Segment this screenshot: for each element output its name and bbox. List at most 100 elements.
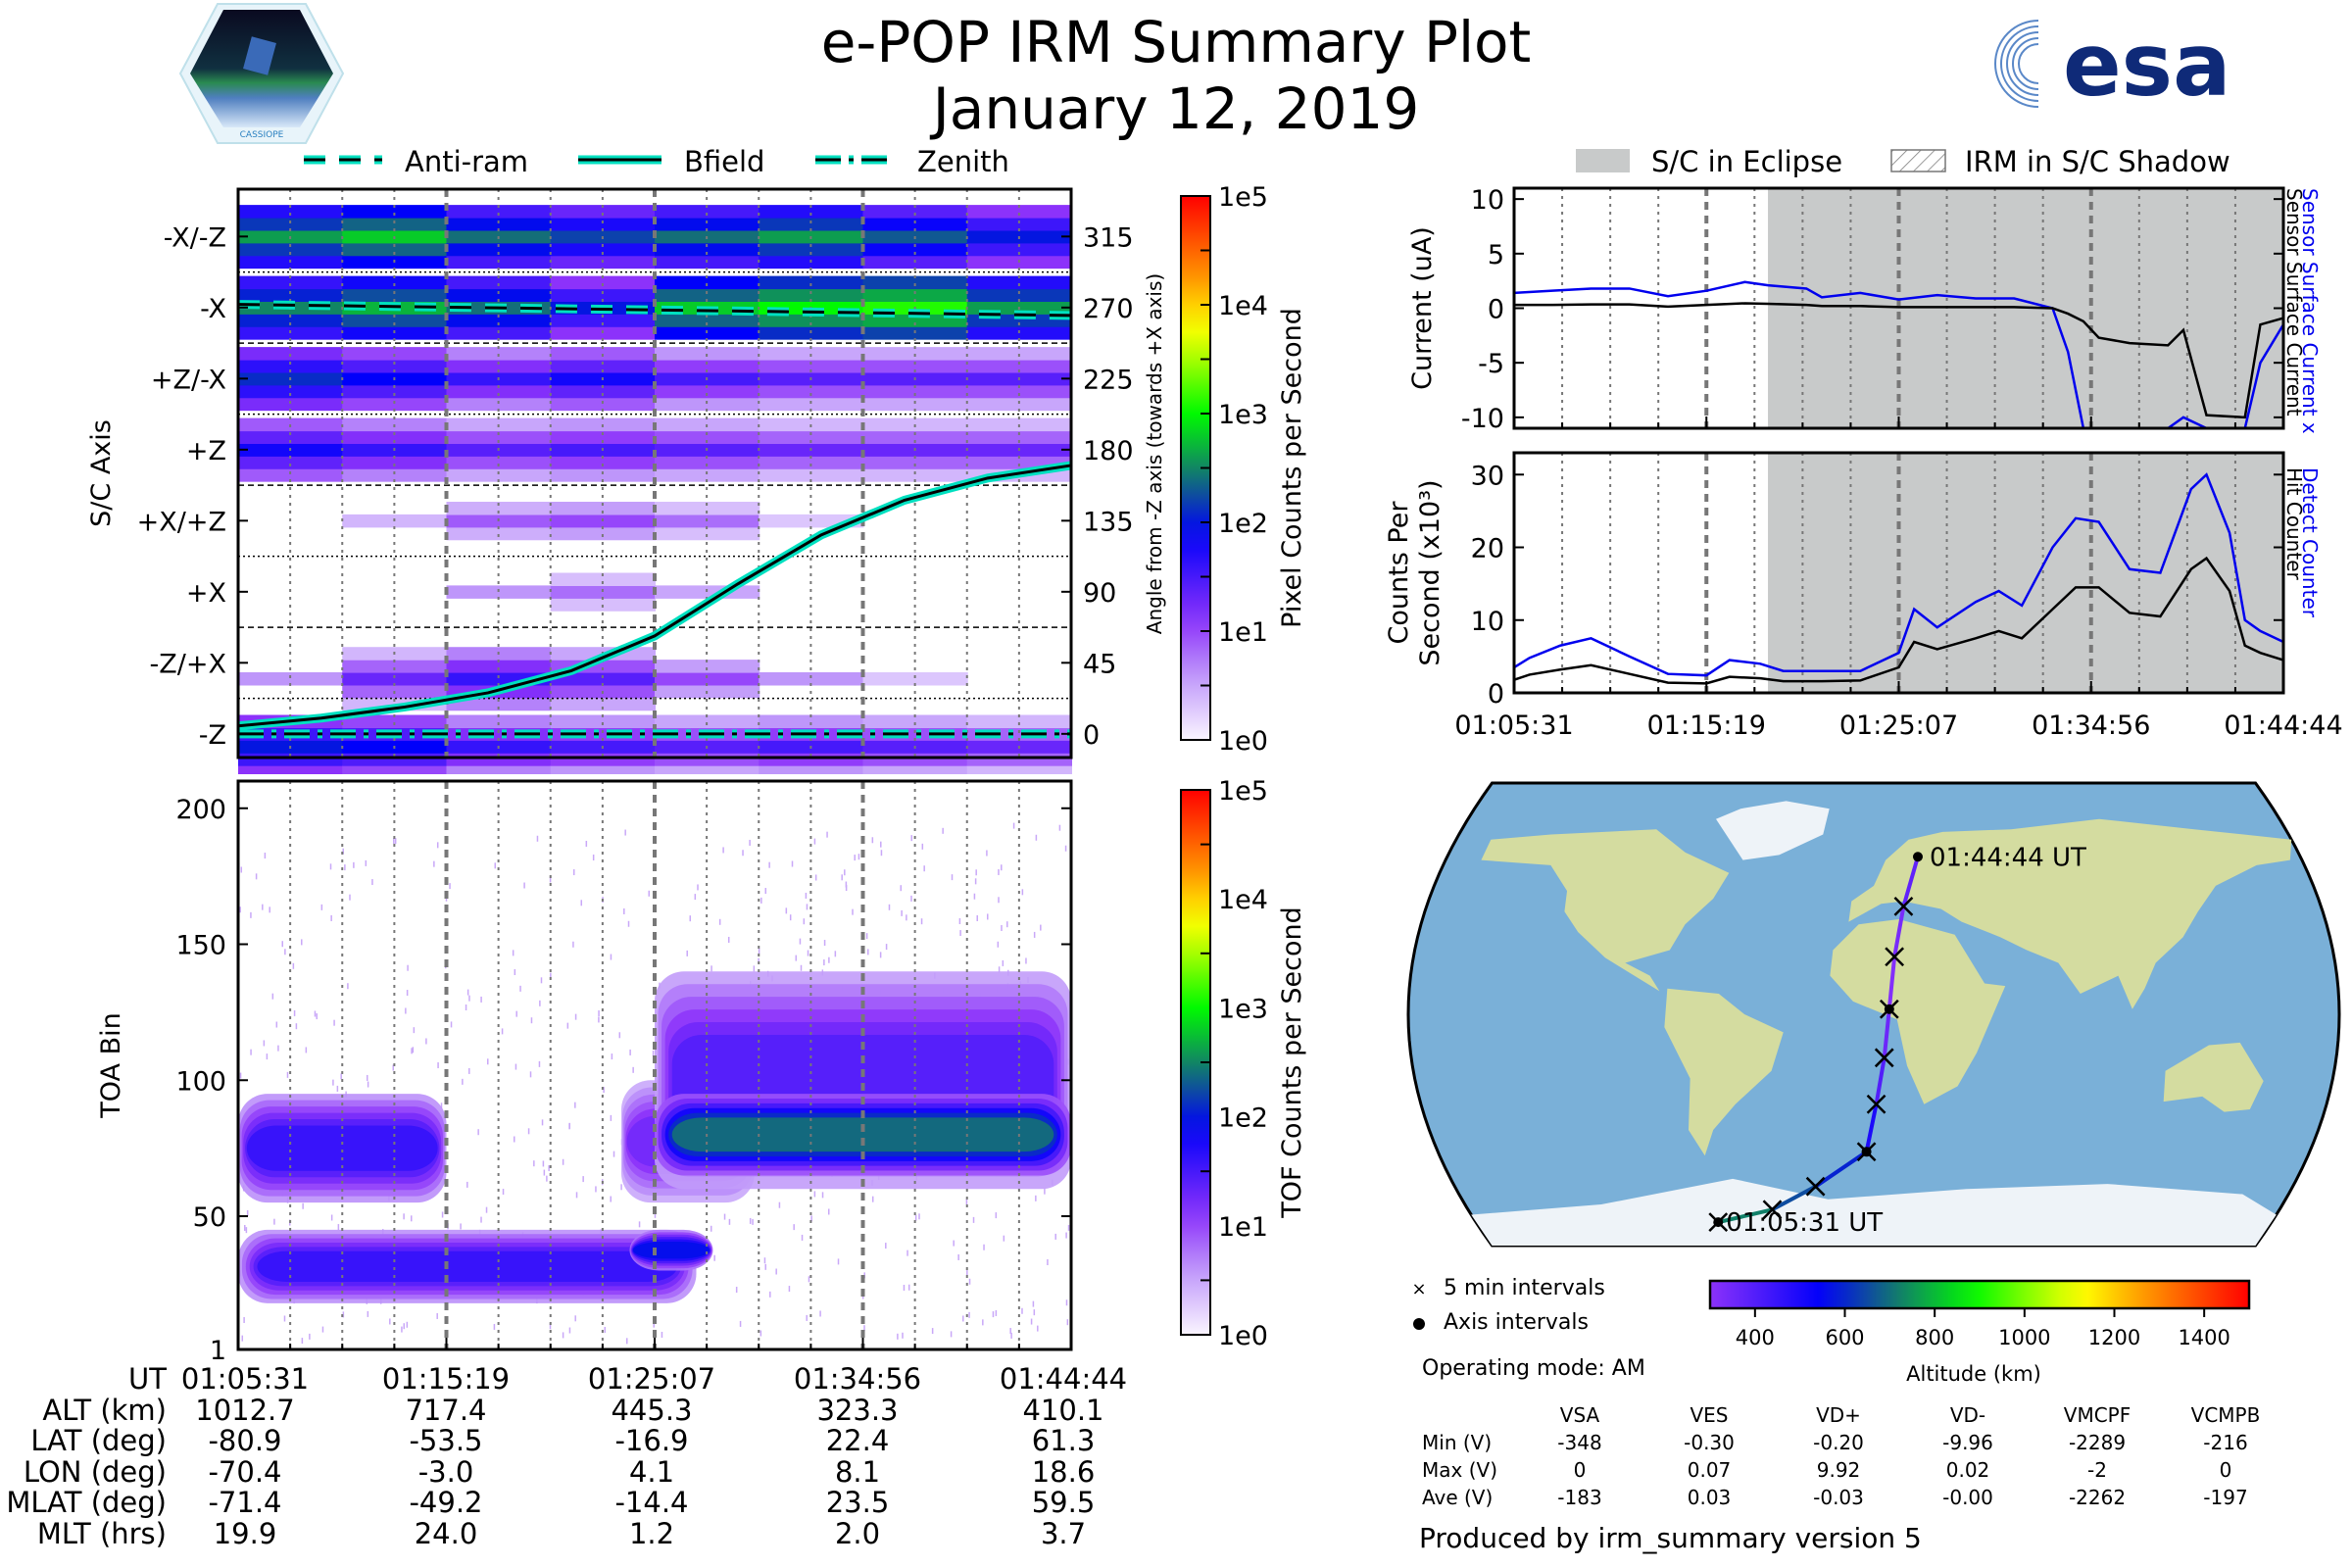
speckle (1025, 957, 1027, 964)
legend-label: Zenith (917, 145, 1009, 178)
speckle (752, 1218, 754, 1225)
colorbar-tick-label: 1e2 (1218, 509, 1268, 539)
speckle (888, 904, 891, 910)
y-tick-label-right: 180 (1083, 436, 1134, 466)
spectrogram-cell (342, 714, 448, 728)
speckle (515, 1010, 517, 1017)
spectrogram-cell (446, 242, 552, 257)
speckle (284, 949, 286, 956)
orbit-track-segment (1864, 1102, 1879, 1154)
colorbar-tick-label: 1e5 (1218, 182, 1268, 213)
voltage-header: VCMPB (2190, 1403, 2261, 1427)
speckle (330, 914, 332, 921)
spectrogram-cell (862, 205, 968, 219)
speckle (568, 1327, 571, 1334)
spectrogram-cell (966, 397, 1072, 412)
speckle (923, 865, 925, 872)
spectrogram-cell (342, 288, 448, 302)
speckle (686, 950, 688, 956)
ephemeris-cell: 1012.7 (195, 1393, 295, 1427)
y-axis-label: Counts PerSecond (x10³) (1384, 479, 1446, 665)
spectrogram-cell (655, 456, 760, 469)
speckle (371, 879, 373, 886)
speckle (823, 959, 825, 966)
speckle (541, 1119, 544, 1126)
spectrogram-cell (550, 468, 656, 482)
spectrogram-cell (655, 347, 760, 361)
speckle (239, 1072, 242, 1079)
spectrogram-cell (550, 572, 656, 586)
altitude-colorbar-bar (1708, 1279, 2251, 1310)
speckle (344, 864, 346, 871)
esa-logo-text: esa (2063, 15, 2230, 113)
y-tick-label-right: 0 (1083, 720, 1100, 751)
operating-mode: Operating mode: AM (1422, 1356, 1645, 1381)
y-tick-label: -5 (1478, 349, 1504, 379)
plot-title: e-POP IRM Summary Plot (820, 9, 1532, 75)
speckle (758, 948, 760, 955)
spectrogram-cell (759, 456, 864, 469)
ephemeris-cell: 2.0 (834, 1516, 881, 1550)
spectrogram-cell (655, 714, 760, 728)
esa-logo: esa (1994, 15, 2230, 113)
spectrogram-cell (238, 360, 344, 373)
ephemeris-row-label: LON (deg) (23, 1454, 167, 1489)
speckle (548, 1165, 550, 1172)
speckle (574, 1315, 576, 1322)
speckle (1032, 1300, 1035, 1307)
speckle (769, 1291, 771, 1298)
five-min-marker (1893, 896, 1914, 916)
speckle (958, 918, 961, 925)
y-axis-label-line: Counts Per (1384, 501, 1414, 645)
speckle (795, 955, 798, 961)
spectrogram-cell (655, 672, 760, 686)
speckle (411, 1215, 413, 1222)
speckle (828, 956, 830, 963)
pixel-spectrogram: -X/-Z 315 -X 270 +Z/-X 225 +Z 180 +X/+Z 135 +X 90 -Z… (86, 182, 1307, 774)
colorbar-tick-label: 1200 (2088, 1326, 2140, 1349)
speckle (480, 1216, 482, 1223)
right-axis-label: Sensor Surface Current (2282, 188, 2306, 416)
speckle (775, 1268, 777, 1275)
speckle (487, 1058, 489, 1065)
speckle (845, 885, 848, 892)
speckle (826, 831, 828, 838)
speckle (966, 1270, 968, 1277)
spectrogram-cell (759, 314, 864, 327)
spectrogram-cell (759, 288, 864, 302)
speckle (902, 1332, 904, 1339)
speckle (791, 860, 794, 867)
speckle (266, 1054, 269, 1060)
time-tick-label: 01:25:07 (587, 1362, 716, 1396)
voltage-cell: 0.07 (1687, 1458, 1732, 1482)
spectrogram-cell (655, 275, 760, 290)
ephemeris-cell: 8.1 (834, 1454, 881, 1489)
speckle (309, 1333, 311, 1340)
spectrogram-cell (446, 218, 552, 231)
speckle (973, 893, 976, 900)
speckle (968, 1311, 970, 1318)
spectrogram-cell (238, 205, 344, 219)
ephemeris-cell: 4.1 (628, 1454, 675, 1489)
speckle (1037, 1325, 1039, 1332)
dot-marker-icon (1413, 1318, 1425, 1330)
speckle (1002, 959, 1004, 966)
spectrogram-cell (550, 585, 656, 599)
spectrogram-cell (862, 430, 968, 444)
speckle (1001, 924, 1003, 931)
orbit-map: 01:05:31 UT 01:44:44 UT (1406, 781, 2341, 1248)
spectrogram-cell (759, 242, 864, 257)
y-axis-label-line: Second (x10³) (1415, 479, 1446, 665)
y-tick-label: +Z/-X (151, 365, 226, 395)
spectrogram-cell (550, 314, 656, 327)
cassiope-logo: CASSIOPE (178, 3, 345, 144)
ephemeris-cell: 3.7 (1040, 1516, 1087, 1550)
spectrogram-cell (862, 242, 968, 257)
axis-interval-marker (1861, 1147, 1872, 1157)
speckle (931, 1328, 934, 1335)
footer-text: Produced by irm_summary version 5 (1419, 1522, 1922, 1554)
speckle (689, 915, 692, 922)
speckle (710, 965, 712, 972)
spectrogram-cell (655, 585, 760, 599)
spectrogram-cell (966, 205, 1072, 219)
